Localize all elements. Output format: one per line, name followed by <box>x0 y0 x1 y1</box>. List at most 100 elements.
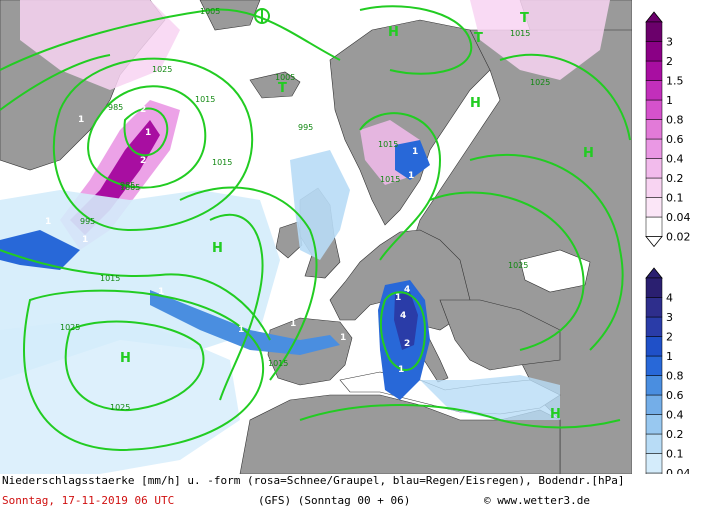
snow-legend-swatch <box>645 216 663 237</box>
cell-value: 1 <box>78 115 84 125</box>
snow-legend-swatch <box>645 41 663 62</box>
rain-legend-swatch <box>645 433 663 454</box>
isobar-high-atlantic <box>64 320 205 412</box>
cell-value: 1 <box>145 128 151 138</box>
high-center: H <box>120 351 131 366</box>
cell-value-group: 1 1 2 2 1 1 1 1 1 1 1 1 1 1 1 1 4 4 1 2 <box>45 97 418 375</box>
high-center: H <box>212 241 223 256</box>
isobar-1025-ridge <box>209 213 264 401</box>
cell-value: 1 <box>412 147 418 157</box>
isobar-north-995 <box>0 54 111 111</box>
snow-legend-label: 0.6 <box>666 133 684 146</box>
cell-value: 1 <box>395 293 401 303</box>
snow-legend-swatch <box>645 60 663 81</box>
rain-legend-swatch <box>645 375 663 396</box>
pressure-label: 995 <box>80 217 95 226</box>
snow-scale: 0.02 0.04 0.1 0.2 0.4 0.6 0.8 1 1.5 2 3 <box>645 11 691 248</box>
isobar-low-outer <box>52 57 253 232</box>
footer: Niederschlagsstaerke [mm/h] u. -form (ro… <box>0 474 704 513</box>
snow-legend-label: 3 <box>666 36 673 49</box>
rain-legend-swatch <box>645 355 663 376</box>
low-center: T <box>520 11 529 26</box>
cell-value: 1 <box>282 288 288 298</box>
cell-value: 1 <box>302 133 308 143</box>
cell-value: 4 <box>404 285 410 295</box>
snow-legend-swatch <box>645 21 663 42</box>
high-center: H <box>583 146 594 161</box>
rain-legend-label: 0.6 <box>666 389 684 402</box>
snow-light-arctic-east <box>470 0 610 80</box>
cell-value: 1 <box>340 333 346 343</box>
rain-legend-label: 1 <box>666 350 673 363</box>
snow-legend-arrow-up <box>645 11 663 23</box>
pressure-label: 1005 <box>275 73 295 82</box>
pressure-label: 1025 <box>152 65 172 74</box>
rain-legend-label: 3 <box>666 311 673 324</box>
isobar-low-inner <box>123 107 169 157</box>
pressure-label: 995 <box>298 123 313 132</box>
weather-map: 1005 985 1015 995 1025 1005 1015 1015 10… <box>0 0 633 475</box>
cell-value: 2 <box>140 105 146 115</box>
cell-value: 1 <box>290 319 296 329</box>
rain-sw-edge <box>0 230 80 270</box>
pressure-label: 1015 <box>378 140 398 149</box>
pressure-label: 985 <box>120 181 135 190</box>
pressure-label: 1025 <box>508 261 528 270</box>
snow-legend-swatch <box>645 80 663 101</box>
isobar-1015-west <box>0 249 271 341</box>
pressure-label: 1025 <box>60 323 80 332</box>
cell-value: 1 <box>238 325 244 335</box>
rain-legend-label: 0.04 <box>666 467 691 474</box>
rain-italy-core <box>394 292 418 350</box>
isobar-east-1025 <box>499 53 631 141</box>
rain-atlantic-south <box>0 320 240 474</box>
snow-legend-arrow-down <box>645 236 663 248</box>
pressure-label: 1025 <box>530 78 550 87</box>
isobar-europe-1025 <box>429 191 585 351</box>
landmass-group <box>0 0 633 475</box>
pressure-label: 1005 <box>120 183 140 192</box>
high-center: H <box>550 407 561 422</box>
snow-legend-swatch <box>645 138 663 159</box>
snow-legend-swatch <box>645 99 663 120</box>
rain-legend-swatch <box>645 277 663 298</box>
land-balkans <box>439 299 561 371</box>
forecast-date: Sonntag, 17-11-2019 06 UTC <box>2 494 175 507</box>
rain-legend-label: 0.4 <box>666 409 684 422</box>
isobar-high-1015-ring <box>23 289 265 452</box>
snow-legend-label: 0.04 <box>666 211 691 224</box>
rain-legend-swatch <box>645 394 663 415</box>
description-line: Niederschlagsstaerke [mm/h] u. -form (ro… <box>2 474 625 487</box>
pressure-label: 1015 <box>268 359 288 368</box>
snow-legend-label: 1.5 <box>666 75 684 88</box>
snow-legend-swatch <box>645 177 663 198</box>
rain-legend-label: 0.8 <box>666 370 684 383</box>
cell-value: 1 <box>158 287 164 297</box>
snow-legend-label: 0.02 <box>666 231 691 244</box>
low-center: T <box>474 31 483 46</box>
cell-value: 1 <box>45 217 51 227</box>
land-arctic-island <box>199 0 261 31</box>
legend-panel: 0.02 0.04 0.1 0.2 0.4 0.6 0.8 1 1.5 2 3 0.02 0.04 0.… <box>632 0 704 504</box>
high-center: H <box>470 96 481 111</box>
low-center: T <box>278 81 287 96</box>
high-center: H <box>388 25 399 40</box>
rain-baltic <box>395 140 430 180</box>
rain-legend-label: 0.2 <box>666 428 684 441</box>
pressure-label: 985 <box>108 103 123 112</box>
pressure-label: 1015 <box>195 95 215 104</box>
snow-legend-swatch <box>645 158 663 179</box>
cell-value: 1 <box>130 97 136 107</box>
model-run: (GFS) (Sonntag 00 + 06) <box>258 494 411 507</box>
rain-legend-arrow-up <box>645 267 663 279</box>
snow-legend-label: 0.8 <box>666 114 684 127</box>
sea-black-sea <box>519 249 591 293</box>
pressure-label: 1025 <box>110 403 130 412</box>
map-canvas: 1005 985 1015 995 1025 1005 1015 1015 10… <box>0 0 633 475</box>
pressure-label: 1015 <box>100 274 120 283</box>
snow-legend-label: 0.4 <box>666 153 684 166</box>
isobar-1015-mid <box>179 186 318 381</box>
legend-svg: 0.02 0.04 0.1 0.2 0.4 0.6 0.8 1 1.5 2 3 0.02 0.04 0.… <box>645 11 691 504</box>
copyright: © www.wetter3.de <box>484 494 590 507</box>
